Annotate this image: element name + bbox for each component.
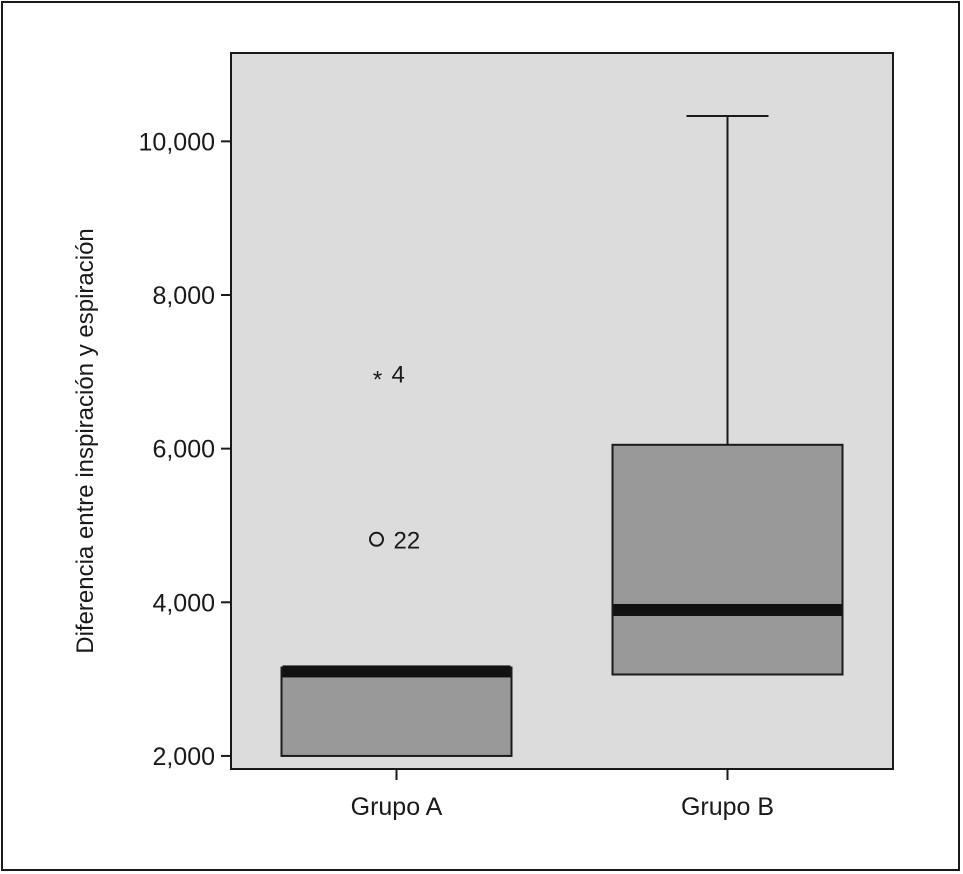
y-tick-label: 6,000 [152,436,215,464]
y-axis: 2,000 4,000 6,000 8,000 10,000 [139,128,231,771]
y-tick-label: 8,000 [152,282,215,310]
x-category-label: Grupo B [681,793,774,821]
outlier-star: * [373,366,382,393]
box-group [611,114,844,676]
y-tick-label: 10,000 [139,128,215,156]
y-tick-label: 2,000 [152,743,215,771]
box-series: 22 * 4 [280,114,844,757]
box-group: 22 * 4 [280,361,513,757]
iqr-box [611,443,844,676]
y-tick-label: 4,000 [152,589,215,617]
outlier-label: 22 [394,527,421,554]
median-line [613,603,842,616]
y-axis-title: Diferencia entre inspiración y espiració… [72,228,99,654]
x-category-label: Grupo A [351,793,443,821]
x-axis: Grupo A Grupo B [351,769,774,821]
outlier-label: 4 [392,361,405,388]
outlier-circle [369,531,384,547]
iqr-box [280,666,513,757]
median-line [282,665,511,678]
